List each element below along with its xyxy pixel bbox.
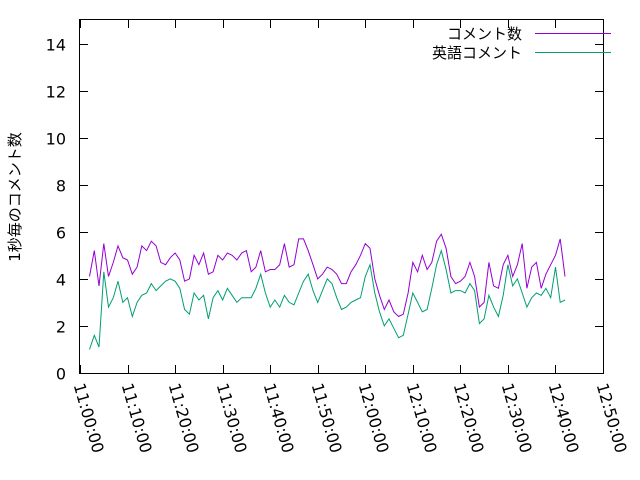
y-tick-label: 10 [46,130,66,149]
legend-label: コメント数 [447,25,522,43]
series-line-0 [89,233,566,318]
y-tick-label: 12 [46,83,66,102]
legend-label: 英語コメント [432,44,522,62]
y-tick-label: 2 [56,318,66,337]
y-tick-label: 14 [46,36,66,55]
y-tick-label: 0 [56,365,66,384]
y-axis: 0 2 4 6 8 10 12 14 [46,36,603,384]
plot-frame [79,19,604,374]
y-tick-label: 6 [56,224,66,243]
series-line-1 [89,248,566,350]
y-tick-label: 4 [56,271,66,290]
series-lines [89,233,566,350]
y-axis-label: 1秒毎のコメント数 [6,132,24,262]
y-tick-label: 8 [56,177,66,196]
